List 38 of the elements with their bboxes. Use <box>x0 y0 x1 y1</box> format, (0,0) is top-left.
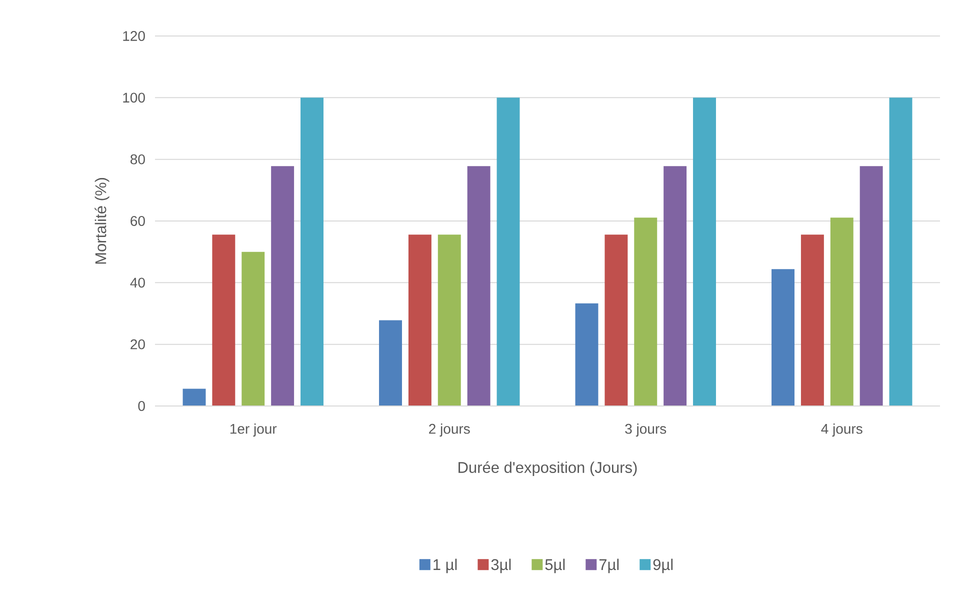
y-tick-label: 60 <box>130 216 145 226</box>
x-tick-label: 3 jours <box>625 424 666 437</box>
bar <box>664 166 687 406</box>
y-tick-label: 80 <box>130 154 145 164</box>
bar <box>379 320 402 406</box>
y-tick-label: 120 <box>123 31 145 41</box>
bar <box>800 234 824 406</box>
bar <box>271 166 294 406</box>
legend-label: 3µl <box>491 558 511 574</box>
bar <box>860 166 883 406</box>
bar <box>693 98 716 406</box>
x-tick-label: 2 jours <box>429 424 470 437</box>
bar <box>604 234 628 406</box>
legend-label: 1 µl <box>434 558 457 574</box>
bar <box>889 98 912 406</box>
bar <box>212 234 236 406</box>
y-axis-title: Mortalité (%) <box>94 178 110 264</box>
y-tick-label: 0 <box>138 401 145 411</box>
x-axis-title: Durée d'exposition (Jours) <box>458 461 637 476</box>
bar <box>242 252 265 406</box>
y-tick-label: 20 <box>130 339 145 350</box>
x-tick-label: 4 jours <box>821 424 862 437</box>
bar <box>772 269 794 406</box>
legend-label: 7µl <box>599 558 619 574</box>
bar <box>408 234 432 406</box>
x-tick-label: 1er jour <box>230 424 277 437</box>
bar <box>182 388 206 406</box>
bar <box>830 218 854 406</box>
y-tick-label: 40 <box>130 278 145 288</box>
bar <box>634 218 658 406</box>
legend-label: 5µl <box>545 558 565 574</box>
bar <box>438 234 461 406</box>
legend-label: 9µl <box>653 558 673 574</box>
y-tick-label: 100 <box>123 92 145 103</box>
bar <box>575 303 598 406</box>
bar <box>496 98 520 406</box>
bar <box>300 98 324 406</box>
bar <box>467 166 490 406</box>
